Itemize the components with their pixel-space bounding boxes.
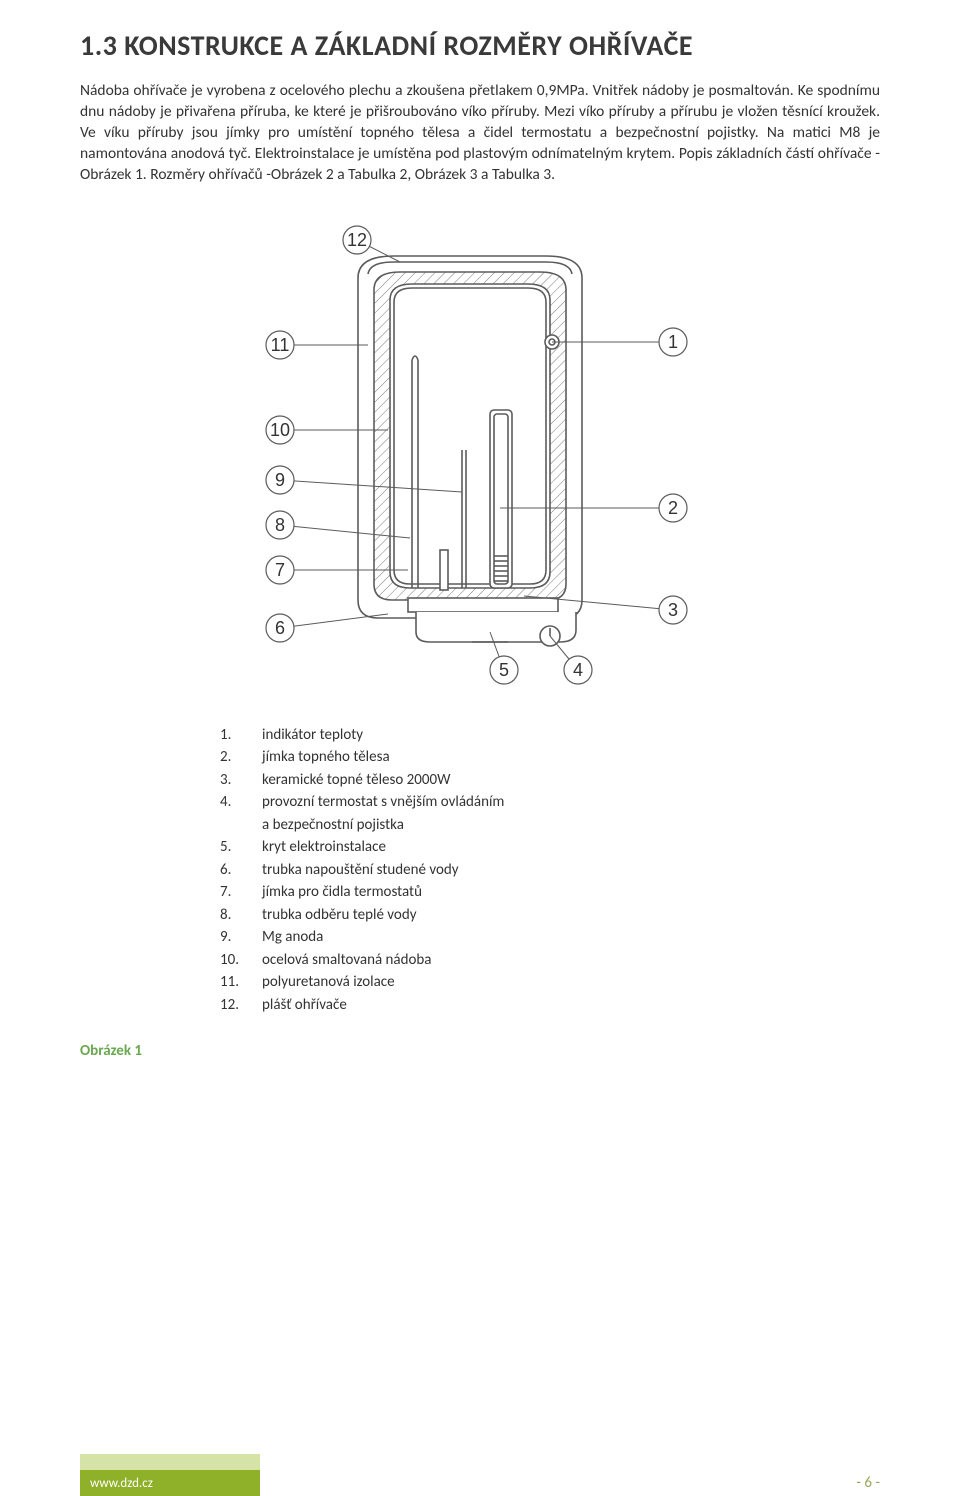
svg-text:9: 9 <box>275 470 285 490</box>
legend-label: jímka topného tělesa <box>262 746 390 769</box>
legend-row: 4.provozní termostat s vnějším ovládáním <box>220 791 880 814</box>
legend-row: 2.jímka topného tělesa <box>220 746 880 769</box>
legend-sublabel: a bezpečnostní pojistka <box>262 814 880 837</box>
svg-text:4: 4 <box>573 660 583 680</box>
legend-label: provozní termostat s vnějším ovládáním <box>262 791 504 814</box>
legend-label: keramické topné těleso 2000W <box>262 769 450 792</box>
legend-row: 8.trubka odběru teplé vody <box>220 904 880 927</box>
legend-row: 10.ocelová smaltovaná nádoba <box>220 949 880 972</box>
legend-number: 9. <box>220 926 262 949</box>
legend-number: 7. <box>220 881 262 904</box>
footer-page-number: - 6 - <box>856 1474 880 1492</box>
svg-text:8: 8 <box>275 515 285 535</box>
legend-label: polyuretanová izolace <box>262 971 395 994</box>
legend-number: 5. <box>220 836 262 859</box>
figure-caption: Obrázek 1 <box>80 1042 880 1060</box>
footer-accent-front: www.dzd.cz <box>80 1470 260 1496</box>
legend-row: 9.Mg anoda <box>220 926 880 949</box>
svg-text:7: 7 <box>275 560 285 580</box>
page-footer: www.dzd.cz - 6 - <box>0 1454 960 1496</box>
svg-text:5: 5 <box>499 660 509 680</box>
legend-row: 1.indikátor teploty <box>220 724 880 747</box>
legend-row: 12.plášť ohřívače <box>220 994 880 1017</box>
parts-legend: 1.indikátor teploty2.jímka topného těles… <box>220 724 880 1017</box>
legend-number: 10. <box>220 949 262 972</box>
legend-row: 6.trubka napouštění studené vody <box>220 859 880 882</box>
legend-number: 1. <box>220 724 262 747</box>
legend-label: plášť ohřívače <box>262 994 347 1017</box>
legend-label: trubka napouštění studené vody <box>262 859 459 882</box>
legend-label: jímka pro čidla termostatů <box>262 881 422 904</box>
legend-number: 6. <box>220 859 262 882</box>
legend-label: ocelová smaltovaná nádoba <box>262 949 431 972</box>
footer-url: www.dzd.cz <box>90 1476 153 1491</box>
heater-diagram: 123456789101112 <box>240 200 720 700</box>
svg-text:6: 6 <box>275 618 285 638</box>
svg-text:10: 10 <box>270 420 290 440</box>
legend-row: 5.kryt elektroinstalace <box>220 836 880 859</box>
diagram-container: 123456789101112 <box>80 200 880 700</box>
svg-text:2: 2 <box>668 498 678 518</box>
legend-number: 3. <box>220 769 262 792</box>
legend-number: 8. <box>220 904 262 927</box>
svg-text:12: 12 <box>347 230 367 250</box>
legend-label: indikátor teploty <box>262 724 363 747</box>
legend-row: 11.polyuretanová izolace <box>220 971 880 994</box>
legend-number: 4. <box>220 791 262 814</box>
legend-number: 12. <box>220 994 262 1017</box>
legend-row: 7.jímka pro čidla termostatů <box>220 881 880 904</box>
legend-number: 2. <box>220 746 262 769</box>
legend-label: kryt elektroinstalace <box>262 836 386 859</box>
body-paragraph: Nádoba ohřívače je vyrobena z ocelového … <box>80 81 880 186</box>
legend-label: Mg anoda <box>262 926 323 949</box>
svg-text:1: 1 <box>668 332 678 352</box>
svg-text:3: 3 <box>668 600 678 620</box>
section-heading: 1.3 KONSTRUKCE A ZÁKLADNÍ ROZMĚRY OHŘÍVA… <box>80 28 880 63</box>
legend-label: trubka odběru teplé vody <box>262 904 417 927</box>
svg-text:11: 11 <box>271 335 290 355</box>
legend-number: 11. <box>220 971 262 994</box>
legend-row: 3.keramické topné těleso 2000W <box>220 769 880 792</box>
